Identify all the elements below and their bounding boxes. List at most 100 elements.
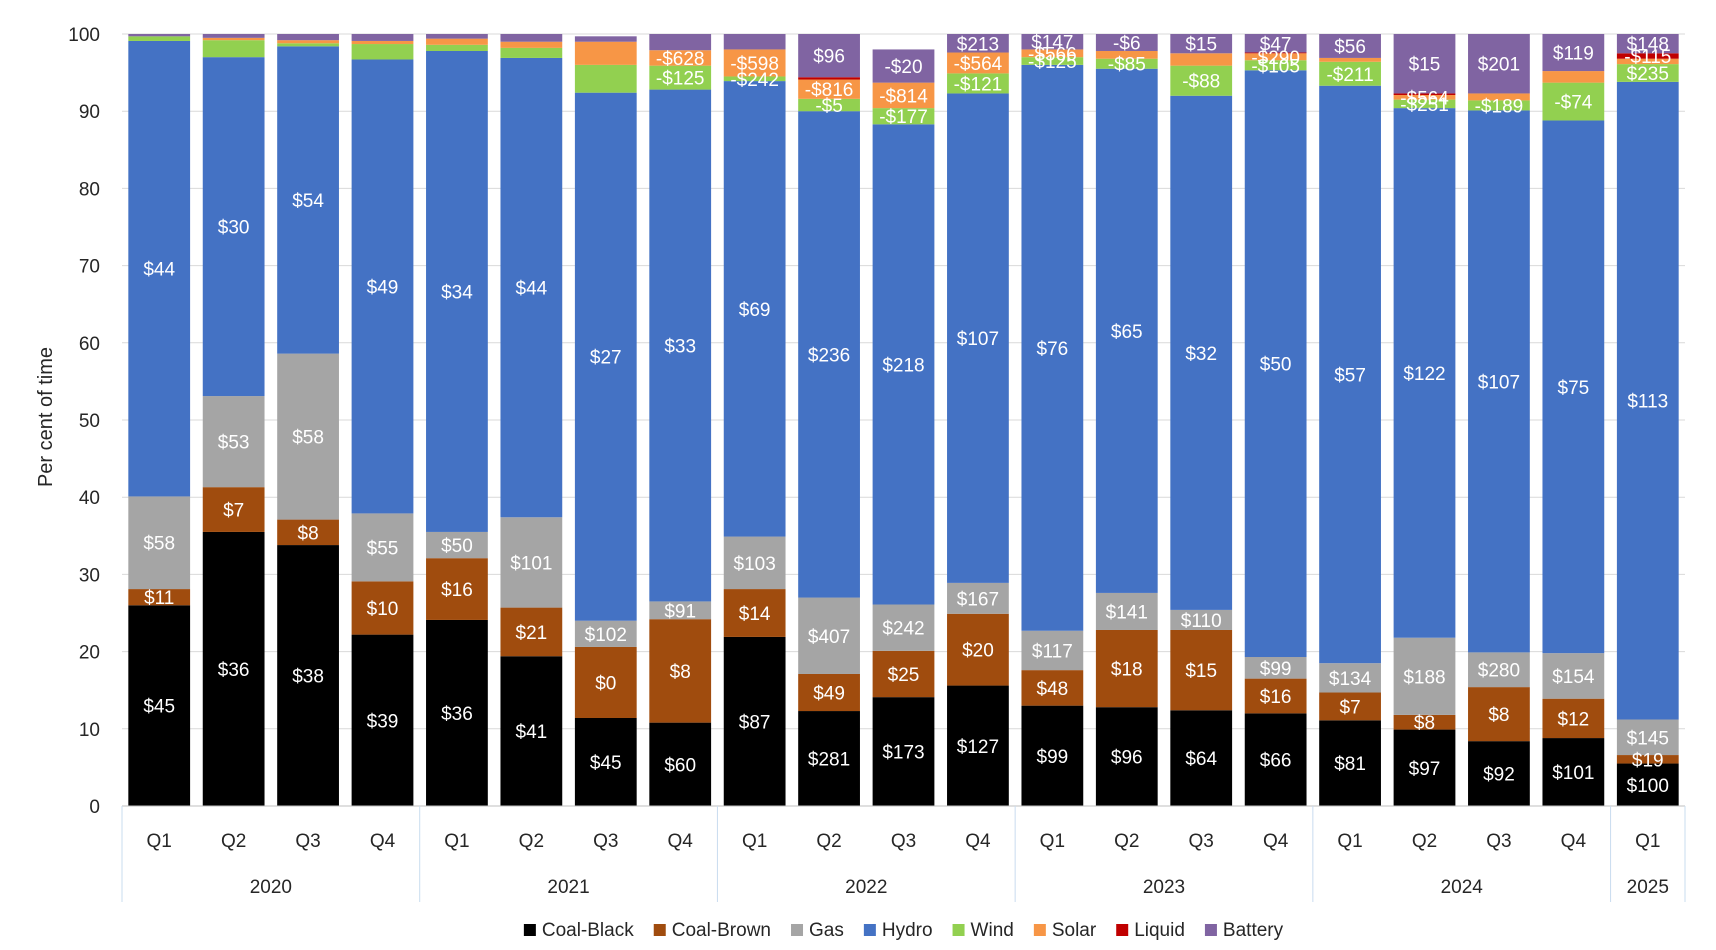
bar-segment-hydro: [426, 50, 488, 532]
bar-segment-battery: [872, 49, 935, 83]
data-label-hydro: $30: [218, 218, 250, 239]
legend-label: Liquid: [1134, 920, 1185, 941]
data-label-coal-black: $36: [218, 660, 250, 681]
data-label-coal-black: $64: [1185, 749, 1217, 770]
bar-segment-hydro: [723, 81, 786, 537]
bar-segment-hydro: [1319, 85, 1381, 664]
bar-segment-coal-brown: [574, 646, 637, 718]
data-label-hydro: $75: [1558, 378, 1590, 399]
data-label-coal-brown: $21: [516, 623, 548, 644]
data-label-hydro: $218: [882, 355, 924, 376]
x-tick-label: Q2: [1412, 831, 1437, 852]
bar-segment-coal-brown: [500, 607, 563, 657]
data-label-gas: $407: [808, 627, 850, 648]
data-label-solar: -$564: [1400, 88, 1449, 109]
x-tick-label: Q1: [1337, 831, 1362, 852]
x-group-label: 2021: [547, 877, 589, 898]
data-label-wind: -$251: [1400, 95, 1449, 116]
bar-segment-gas: [500, 517, 563, 608]
bar-segment-wind: [1468, 100, 1530, 111]
bar-segment-solar: [1244, 53, 1307, 61]
bar-segment-solar: [202, 37, 265, 41]
bar-segment-hydro: [1095, 68, 1158, 593]
data-label-coal-brown: $8: [1488, 705, 1509, 726]
legend-label: Gas: [809, 920, 844, 941]
x-tick-label: Q3: [295, 831, 320, 852]
bar-segment-wind: [1616, 64, 1679, 82]
data-label-wind: -$177: [879, 107, 928, 128]
bars: [128, 34, 1679, 806]
bar-segment-wind: [723, 76, 786, 82]
bar-segment-solar: [723, 49, 786, 77]
bar-segment-liquid: [1616, 53, 1679, 59]
data-label-coal-black: $66: [1260, 751, 1292, 772]
bar-segment-battery: [1542, 34, 1605, 72]
bar-segment-hydro: [1393, 108, 1456, 638]
data-label-hydro: $50: [1260, 355, 1292, 376]
bar-segment-battery: [1021, 34, 1084, 50]
data-label-coal-brown: $49: [813, 684, 845, 705]
bar-segment-gas: [1021, 630, 1084, 671]
x-tick-label: Q4: [1561, 831, 1587, 852]
bar-segment-coal-black: [1468, 741, 1530, 806]
bar-segment-coal-black: [1244, 713, 1307, 806]
bar-segment-wind: [1393, 99, 1456, 109]
bar-segment-coal-brown: [1170, 629, 1233, 711]
bar-segment-battery: [277, 34, 339, 41]
data-label-coal-black: $45: [143, 697, 175, 718]
bar-segment-battery: [1095, 34, 1158, 51]
data-label-battery: -$6: [1113, 33, 1140, 54]
data-label-coal-black: $127: [957, 737, 999, 758]
bar-segment-battery: [649, 34, 712, 51]
data-label-coal-brown: $10: [367, 599, 399, 620]
bar-segment-solar: [1319, 57, 1381, 62]
data-label-gas: $145: [1627, 728, 1669, 749]
data-label-wind: -$242: [730, 70, 779, 91]
x-tick-label: Q1: [1635, 831, 1660, 852]
x-tick-label: Q2: [1114, 831, 1139, 852]
bar-segment-solar: [1468, 93, 1530, 101]
bar-segment-solar: [1393, 94, 1456, 100]
y-axis-ticks: 0 10 20 30 40 50 60 70 80 90 100: [68, 25, 100, 818]
data-label-solar: -$814: [879, 86, 928, 107]
bar-segment-hydro: [872, 124, 935, 605]
bar-segment-gas: [1095, 592, 1158, 630]
data-label-coal-black: $281: [808, 750, 850, 771]
bar-segment-coal-black: [947, 685, 1009, 806]
legend-swatch: [1204, 924, 1217, 936]
x-tick-label: Q2: [816, 831, 841, 852]
y-tick-label: 70: [79, 257, 100, 278]
bar-segment-solar: [872, 82, 935, 109]
x-tick-label: Q4: [370, 831, 396, 852]
data-label-coal-black: $97: [1409, 759, 1441, 780]
bar-segment-coal-black: [872, 697, 935, 806]
bar-segment-coal-black: [1616, 763, 1679, 806]
bar-segment-coal-black: [1393, 729, 1456, 806]
data-label-wind: -$88: [1182, 72, 1220, 93]
bar-segment-coal-brown: [128, 589, 191, 606]
bar-segment-gas: [649, 601, 712, 620]
legend-label: Coal-Black: [542, 920, 634, 941]
data-label-gas: $242: [882, 619, 924, 640]
data-label-hydro: $65: [1111, 322, 1143, 343]
bar-segment-wind: [798, 98, 860, 112]
data-label-gas: $188: [1403, 667, 1445, 688]
bar-segment-gas: [1468, 652, 1530, 688]
data-label-coal-brown: $16: [441, 580, 473, 601]
bar-segment-gas: [798, 597, 860, 674]
bar-segment-solar: [277, 40, 339, 44]
bar-segment-wind: [426, 44, 488, 51]
legend-swatch: [952, 924, 965, 936]
x-group-label: 2023: [1143, 877, 1185, 898]
data-label-coal-black: $38: [292, 667, 324, 688]
bar-segment-coal-black: [798, 711, 860, 806]
bar-segment-hydro: [1542, 120, 1605, 654]
data-label-battery: $15: [1409, 55, 1441, 76]
bar-segment-solar: [649, 50, 712, 66]
bar-segment-gas: [1393, 637, 1456, 715]
data-label-battery: $147: [1031, 33, 1073, 54]
bar-segment-coal-black: [1319, 720, 1381, 806]
data-label-coal-black: $41: [516, 722, 548, 743]
bar-segment-gas: [202, 396, 265, 488]
data-label-wind: -$211: [1326, 65, 1373, 86]
